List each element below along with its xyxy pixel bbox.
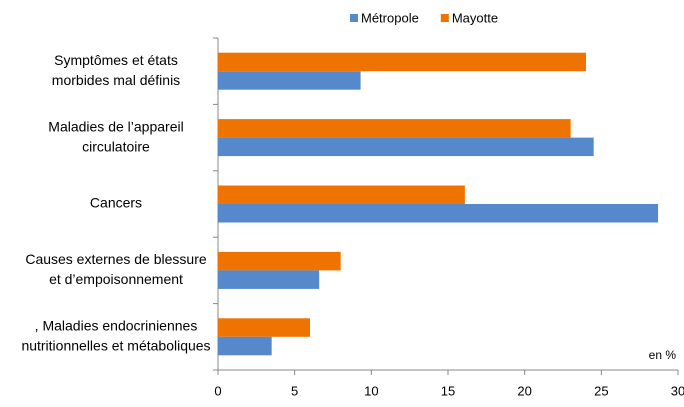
y-tick-label: morbides mal définis	[52, 72, 180, 88]
y-tick-label: Causes externes de blessure	[25, 251, 207, 267]
bar	[218, 270, 320, 289]
x-axis-label: en %	[649, 348, 677, 362]
legend-label: Métropole	[361, 10, 419, 25]
x-tick-label: 25	[594, 383, 608, 398]
y-tick-label: circulatoire	[82, 138, 150, 154]
bar	[218, 251, 341, 271]
x-tick-label: 15	[441, 383, 455, 398]
bar	[218, 318, 310, 337]
y-tick-label: et d’empoisonnement	[49, 271, 183, 287]
x-tick-label: 10	[364, 383, 378, 398]
x-tick-label: 5	[291, 383, 298, 398]
x-tick-label: 20	[517, 383, 531, 398]
y-tick-label: Cancers	[90, 195, 142, 211]
bar	[218, 119, 571, 138]
bar	[218, 137, 594, 157]
bar	[218, 204, 659, 223]
bar	[218, 71, 361, 90]
y-tick-label: nutritionnelles et métaboliques	[21, 338, 210, 354]
bar	[218, 52, 586, 72]
legend-swatch	[440, 14, 449, 22]
legend-label: Mayotte	[452, 10, 498, 25]
legend-swatch	[350, 14, 358, 22]
y-tick-label: Symptômes et états	[54, 52, 178, 68]
bar	[218, 185, 465, 204]
y-tick-label: Maladies de l’appareil	[48, 118, 183, 134]
y-tick-label: , Maladies endocriniennes	[35, 318, 198, 334]
bar	[218, 336, 272, 356]
x-tick-label: 30	[671, 383, 684, 398]
x-tick-label: 0	[214, 383, 221, 398]
